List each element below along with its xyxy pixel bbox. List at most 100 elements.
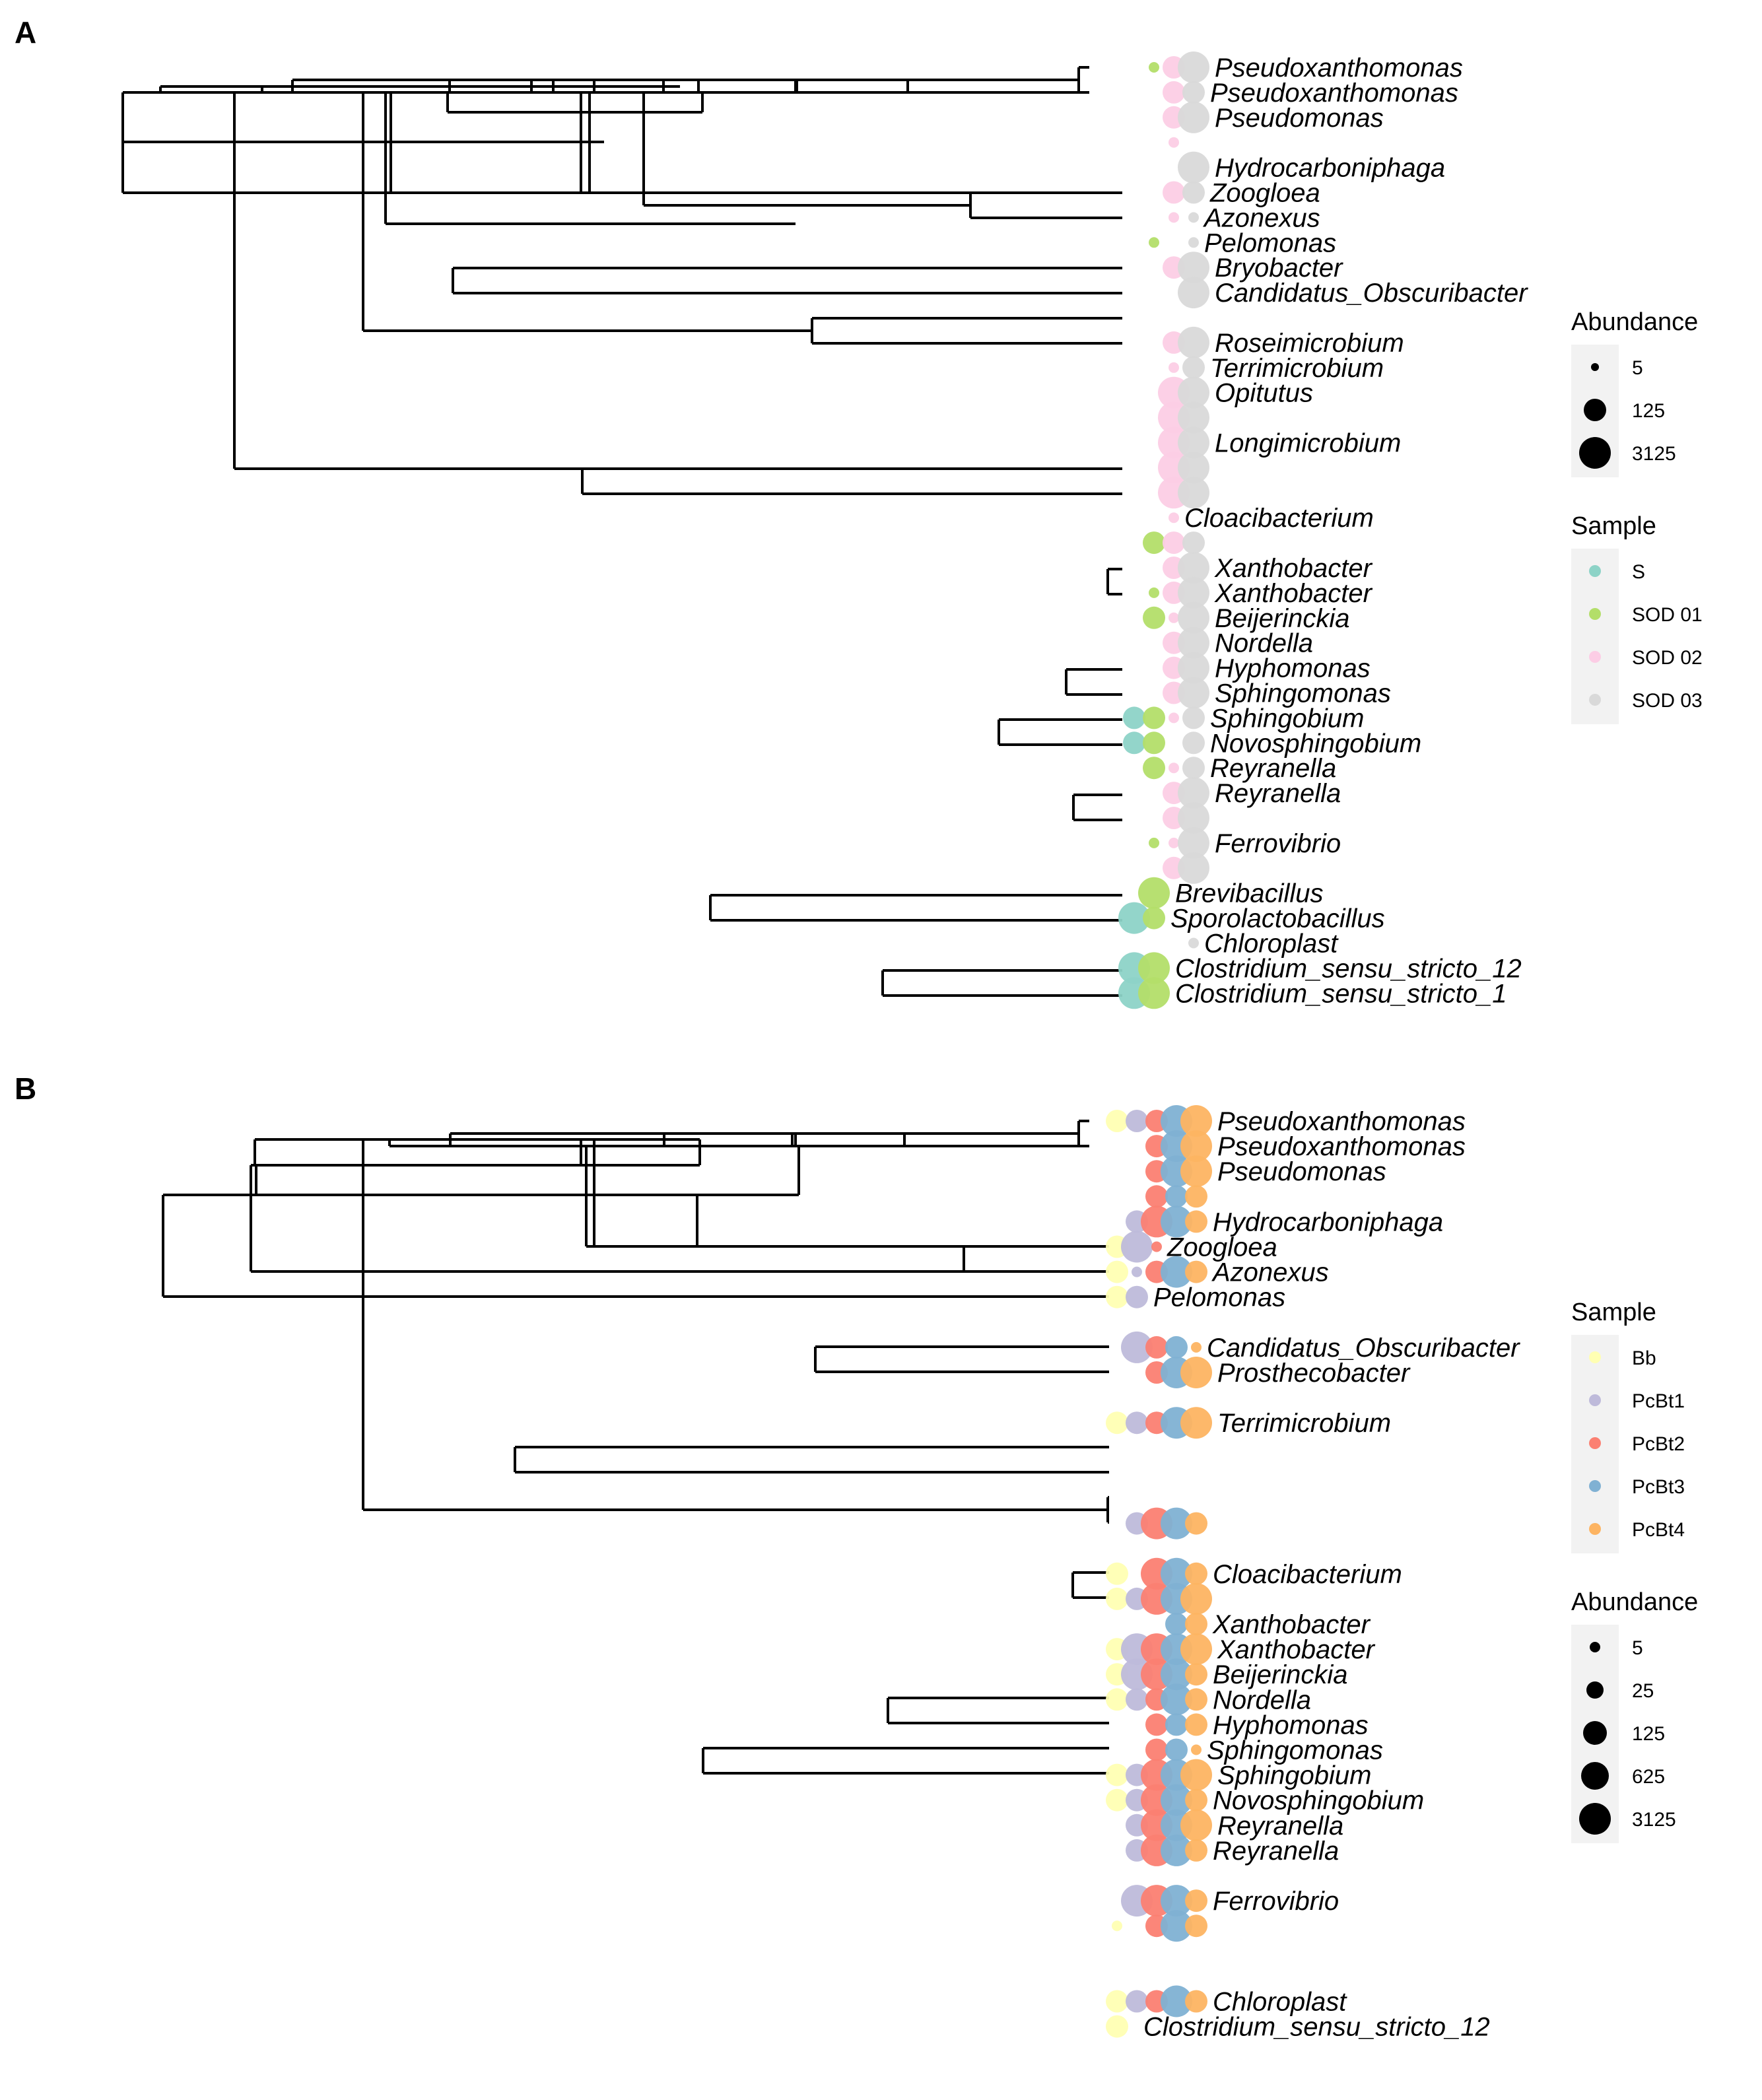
tip-label: Reyranella: [1217, 1812, 1343, 1841]
abundance-dot: [1178, 802, 1209, 834]
tip-label: Zoogloea: [1167, 1233, 1277, 1262]
abundance-dot: [1191, 1341, 1202, 1353]
abundance-dot: [1106, 2015, 1128, 2038]
tip-label: Azonexus: [1211, 1258, 1329, 1287]
sample-legend-label: S: [1632, 561, 1645, 583]
sample-legend-key: [1589, 1480, 1601, 1492]
sample-legend-key: [1589, 1523, 1601, 1535]
tip-label: Sporolactobacillus: [1170, 904, 1385, 933]
tip-label: Pseudoxanthomonas: [1215, 53, 1463, 83]
abundance-dot: [1185, 1788, 1207, 1812]
abundance-dot: [1182, 81, 1205, 104]
sample-legend-key: [1589, 565, 1601, 577]
abundance-dot: [1161, 1985, 1192, 2017]
tip-label: Pelomonas: [1153, 1283, 1285, 1312]
abundance-dot: [1178, 677, 1209, 709]
abundance-dot: [1182, 181, 1205, 204]
abundance-legend-label: 625: [1632, 1766, 1665, 1788]
abundance-dot: [1185, 1185, 1207, 1208]
tip-label: Sphingomonas: [1207, 1736, 1383, 1765]
abundance-legend-key: [1579, 1803, 1611, 1835]
sample-legend-title: Sample: [1571, 512, 1656, 540]
sample-legend-key: [1589, 1394, 1601, 1406]
abundance-legend-label: 5: [1632, 357, 1643, 379]
tree-branches: [121, 66, 1122, 997]
tree-branches: [162, 1120, 1109, 1775]
abundance-dot: [1126, 1110, 1148, 1132]
abundance-dot: [1182, 706, 1205, 729]
abundance-dot: [1191, 1744, 1202, 1755]
abundance-dot: [1149, 62, 1159, 73]
abundance-dot: [1185, 1512, 1207, 1535]
abundance-dot: [1185, 1839, 1207, 1862]
tip-label: Hyphomonas: [1213, 1710, 1369, 1740]
abundance-dot: [1178, 376, 1209, 409]
abundance-dot: [1185, 1260, 1207, 1283]
abundance-dot: [1123, 731, 1145, 755]
abundance-dot: [1185, 1613, 1207, 1635]
abundance-dot: [1143, 757, 1165, 780]
tip-label: Reyranella: [1215, 779, 1341, 808]
tip-label: Bryobacter: [1215, 254, 1343, 283]
abundance-dot: [1106, 1688, 1128, 1711]
sample-legend-key: [1589, 651, 1601, 663]
abundance-dot: [1161, 1885, 1192, 1917]
abundance-dot: [1178, 326, 1209, 358]
tip-label: Zoogloea: [1209, 179, 1320, 208]
abundance-dot: [1165, 1185, 1188, 1208]
abundance-dot: [1163, 181, 1185, 204]
tip-label: Cloacibacterium: [1213, 1560, 1402, 1589]
tip-label: Ferrovibrio: [1215, 829, 1341, 858]
abundance-dot: [1145, 1336, 1168, 1359]
abundance-legend-key: [1586, 1681, 1604, 1699]
panel-a-label: A: [15, 15, 37, 50]
abundance-dot: [1161, 1658, 1192, 1691]
abundance-legend-key: [1581, 1762, 1609, 1790]
abundance-dot: [1138, 977, 1170, 1009]
abundance-legend-key: [1584, 399, 1606, 421]
abundance-dot: [1106, 1110, 1128, 1132]
abundance-legend-label: 3125: [1632, 1809, 1676, 1831]
tip-label: Clostridium_sensu_stricto_12: [1143, 2013, 1490, 2042]
abundance-dot: [1188, 937, 1199, 949]
panel-a-tree-figure: PseudoxanthomonasPseudoxanthomonasPseudo…: [121, 51, 1703, 1009]
abundance-legend-label: 3125: [1632, 443, 1676, 465]
abundance-dot: [1185, 1562, 1207, 1585]
tip-label: Hyphomonas: [1215, 654, 1371, 683]
sample-legend-title: Sample: [1571, 1299, 1656, 1326]
tip-label: Pseudomonas: [1217, 1157, 1386, 1186]
tip-label: Candidatus_Obscuribacter: [1207, 1334, 1520, 1363]
abundance-dot: [1178, 552, 1209, 584]
tip-label: Pseudoxanthomonas: [1210, 79, 1458, 108]
abundance-dot: [1151, 1241, 1162, 1252]
abundance-dot: [1178, 277, 1209, 309]
sample-legend-key: [1589, 608, 1601, 620]
tip-label: Xanthobacter: [1214, 579, 1373, 608]
tip-label: Terrimicrobium: [1210, 354, 1384, 383]
abundance-dot: [1178, 652, 1209, 684]
abundance-legend-title: Abundance: [1571, 308, 1698, 336]
abundance-dot: [1188, 237, 1199, 248]
abundance-dot: [1169, 837, 1179, 848]
abundance-dot: [1143, 706, 1165, 729]
abundance-legend-key: [1590, 1642, 1600, 1652]
abundance-dot: [1165, 1713, 1188, 1736]
abundance-dot: [1180, 1130, 1212, 1163]
abundance-dot: [1185, 1210, 1207, 1233]
abundance-dot: [1178, 576, 1209, 609]
abundance-dot: [1143, 906, 1165, 930]
abundance-dot: [1138, 877, 1170, 909]
sample-legend-key: [1589, 694, 1601, 706]
abundance-dot: [1185, 1889, 1207, 1913]
tip-label: Pseudoxanthomonas: [1217, 1107, 1466, 1136]
abundance-dot: [1180, 1759, 1212, 1791]
abundance-dot: [1178, 452, 1209, 484]
abundance-dot: [1106, 1990, 1128, 2013]
abundance-dot: [1126, 1990, 1148, 2013]
abundance-dot: [1145, 1185, 1168, 1208]
abundance-dot: [1182, 356, 1205, 379]
sample-legend-label: SOD 02: [1632, 647, 1703, 669]
abundance-dot: [1126, 1285, 1148, 1308]
abundance-dot: [1145, 1713, 1168, 1736]
abundance-dot: [1185, 1713, 1207, 1736]
